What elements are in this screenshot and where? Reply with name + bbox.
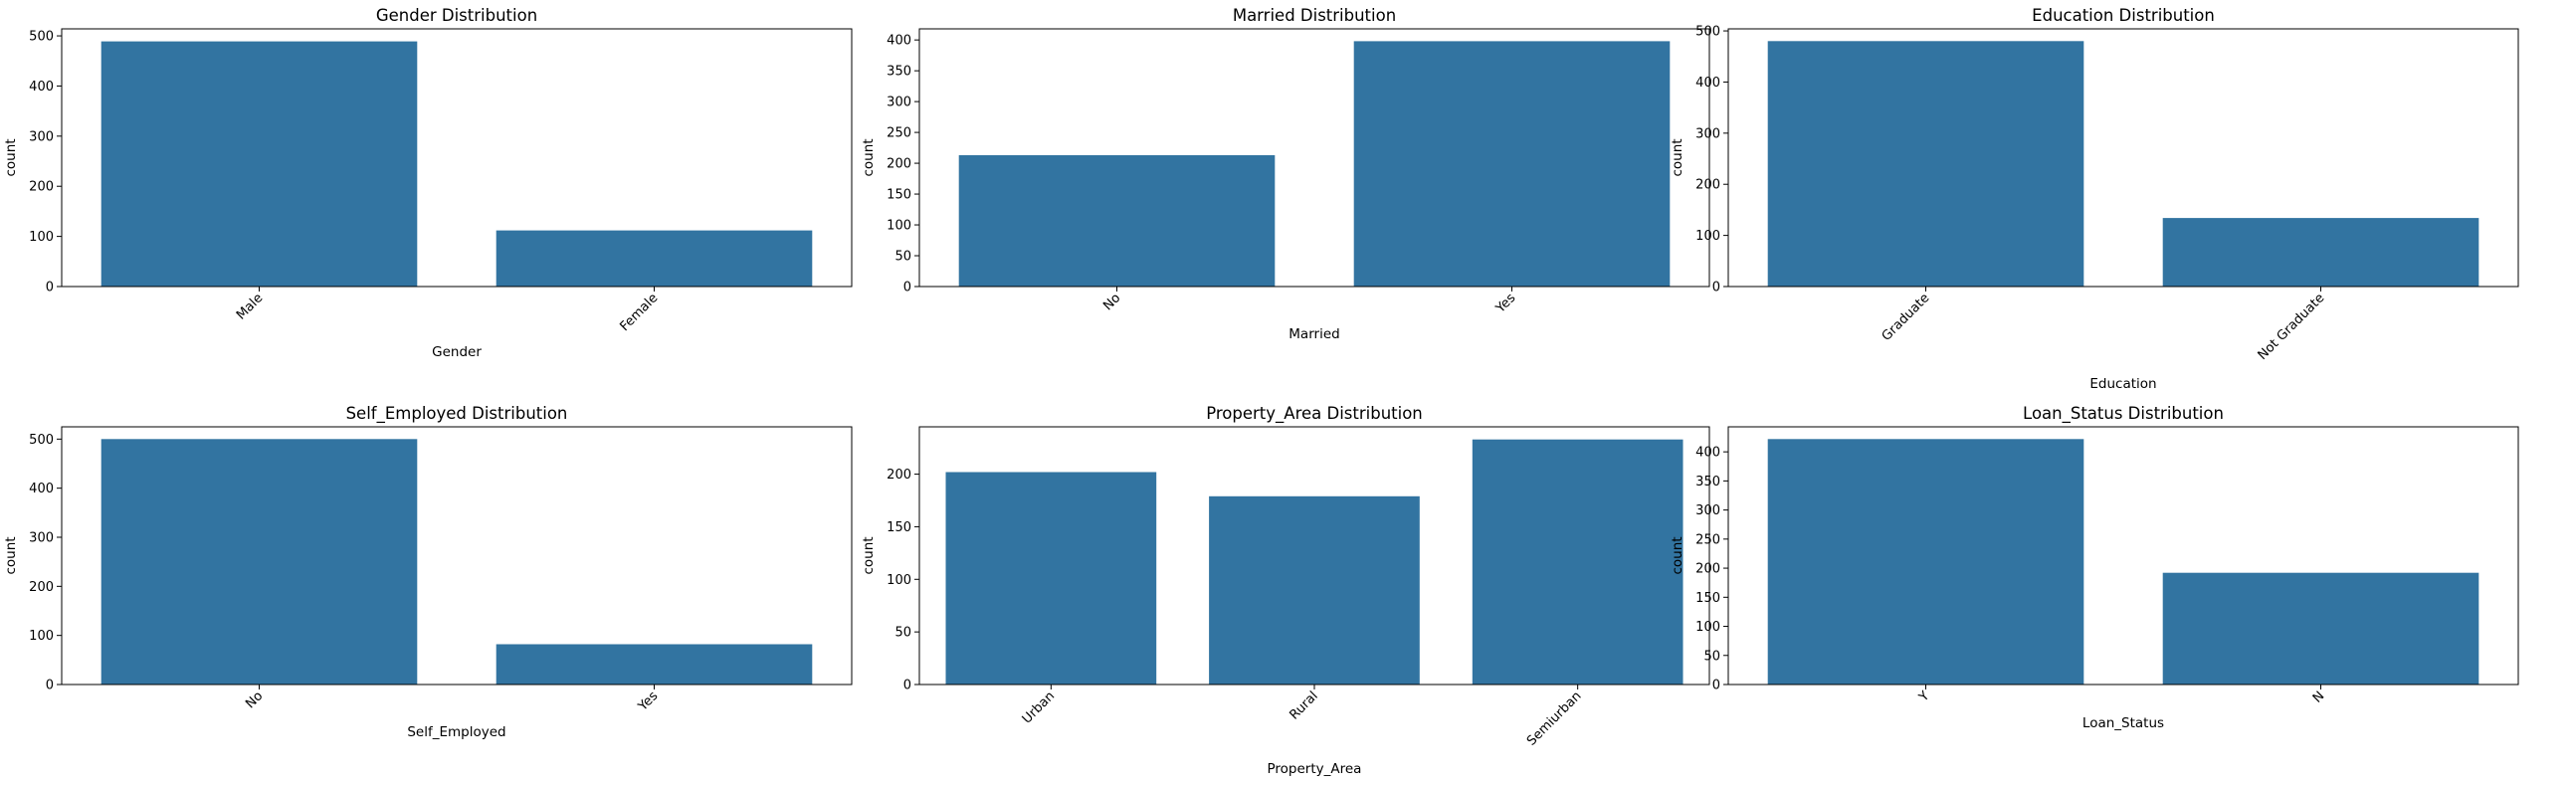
y-tick-label: 500: [1695, 25, 1720, 40]
x-tick-label: Male: [234, 291, 266, 322]
x-axis-label: Married: [1288, 326, 1339, 342]
y-tick-label: 0: [903, 281, 911, 295]
y-tick-label: 300: [1695, 126, 1720, 141]
y-tick-label: 200: [887, 468, 911, 483]
x-tick-label: No: [243, 688, 266, 711]
bar-y: [1767, 439, 2084, 685]
y-tick-label: 200: [1695, 178, 1720, 193]
y-tick-label: 200: [29, 580, 54, 595]
y-tick-label: 150: [887, 520, 911, 535]
chart-title: Married Distribution: [1233, 6, 1396, 25]
x-axis-label: Education: [2089, 376, 2156, 392]
axes-frame: [1727, 28, 2519, 288]
y-axis-label: count: [3, 138, 19, 176]
y-tick-label: 0: [1712, 679, 1720, 693]
y-tick-label: 400: [887, 34, 911, 49]
bar-no: [100, 439, 418, 685]
x-tick-label: N: [2310, 688, 2327, 705]
bar-rural: [1209, 495, 1420, 685]
y-tick-label: 300: [887, 96, 911, 110]
bar-urban: [945, 472, 1157, 685]
y-tick-label: 100: [1695, 229, 1720, 244]
chart-title: Self_Employed Distribution: [346, 404, 568, 424]
y-tick-label: 100: [1695, 620, 1720, 635]
x-tick-label: Not Graduate: [2256, 291, 2328, 363]
y-axis-label: count: [1670, 536, 1685, 574]
y-tick-label: 300: [29, 531, 54, 546]
x-tick-label: Female: [617, 291, 661, 334]
axes-frame: [61, 426, 853, 686]
bar-no: [958, 155, 1276, 287]
subplot-3: 0 100 200 300 400 500 Graduate Not Graduate Educ…: [1670, 6, 2519, 392]
y-tick-label: 150: [1695, 591, 1720, 606]
y-tick-label: 200: [1695, 562, 1720, 577]
y-tick-label: 500: [29, 433, 54, 448]
y-tick-label: 300: [29, 129, 54, 144]
y-tick-label: 0: [1712, 281, 1720, 295]
y-tick-label: 400: [1695, 446, 1720, 461]
y-tick-label: 400: [29, 80, 54, 95]
y-tick-label: 350: [887, 65, 911, 80]
y-tick-label: 100: [887, 573, 911, 588]
y-tick-label: 100: [29, 230, 54, 245]
y-tick-label: 300: [1695, 503, 1720, 518]
chart-title: Gender Distribution: [376, 6, 537, 25]
bar-yes: [1353, 41, 1671, 288]
bar-not-graduate: [2162, 218, 2479, 287]
y-tick-label: 0: [903, 679, 911, 693]
bar-yes: [495, 644, 813, 685]
bar-n: [2162, 572, 2479, 685]
x-axis-label: Gender: [432, 344, 482, 360]
y-tick-label: 100: [29, 629, 54, 644]
axes-frame: [1727, 426, 2519, 686]
y-tick-label: 200: [29, 180, 54, 195]
chart-title: Education Distribution: [2032, 6, 2215, 25]
y-axis-label: count: [1670, 138, 1685, 176]
y-tick-label: 0: [46, 281, 54, 295]
axes-frame: [61, 28, 853, 288]
x-tick-label: Urban: [1020, 688, 1058, 726]
bar-male: [100, 41, 418, 287]
y-tick-label: 200: [887, 157, 911, 172]
y-tick-label: 50: [894, 250, 911, 265]
subplot-1: 0 100 200 300 400 500 Male Female Gender Distrib…: [3, 6, 853, 360]
x-tick-label: No: [1100, 291, 1123, 313]
axes-frame: [918, 28, 1710, 288]
y-tick-label: 250: [887, 126, 911, 141]
x-tick-label: Yes: [1492, 291, 1518, 316]
x-axis-label: Property_Area: [1268, 761, 1362, 777]
y-tick-label: 500: [29, 30, 54, 45]
bar-semiurban: [1472, 439, 1684, 685]
y-tick-label: 50: [894, 626, 911, 641]
chart-title: Loan_Status Distribution: [2023, 404, 2224, 424]
subplot-5: 0 50 100 150 200 Urban Rural Semiurban Property_…: [861, 404, 1710, 777]
y-tick-label: 150: [887, 188, 911, 203]
y-tick-label: 0: [46, 679, 54, 693]
subplot-4: 0 100 200 300 400 500 No Yes Self_Employed Distr…: [3, 404, 853, 740]
subplot-2: 0 50 100 150 200 250 300 350 400 No Yes Married Dis…: [861, 6, 1710, 342]
x-tick-label: Rural: [1287, 688, 1320, 722]
y-tick-label: 100: [887, 219, 911, 234]
bar-graduate: [1767, 41, 2084, 287]
subplot-6: 0 50 100 150 200 250 300 350 400 Y N Loan_Status Di…: [1670, 404, 2519, 731]
y-axis-label: count: [3, 536, 19, 574]
x-tick-label: Graduate: [1880, 291, 1933, 344]
y-tick-label: 250: [1695, 532, 1720, 547]
x-tick-label: Yes: [635, 688, 661, 714]
y-tick-label: 350: [1695, 475, 1720, 490]
y-axis-label: count: [861, 536, 877, 574]
x-axis-label: Loan_Status: [2082, 715, 2164, 731]
y-tick-label: 400: [1695, 76, 1720, 91]
y-tick-label: 400: [29, 482, 54, 496]
bar-female: [495, 230, 813, 287]
x-tick-label: Semiurban: [1524, 688, 1585, 749]
chart-title: Property_Area Distribution: [1206, 404, 1423, 424]
y-tick-label: 50: [1703, 649, 1720, 664]
y-axis-label: count: [861, 138, 877, 176]
x-tick-label: Y: [1915, 688, 1932, 705]
x-axis-label: Self_Employed: [407, 724, 505, 740]
